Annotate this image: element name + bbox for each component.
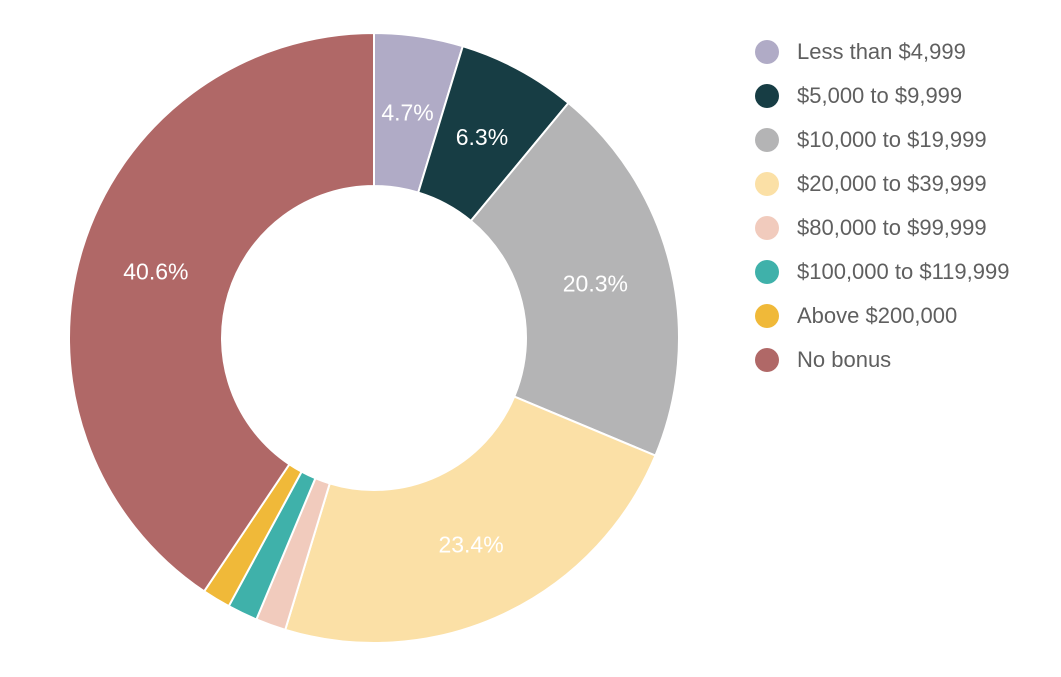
chart-legend: Less than $4,999 $5,000 to $9,999 $10,000 … <box>755 30 1009 382</box>
legend-item-above-200-000: Above $200,000 <box>755 294 1009 338</box>
legend-label: $5,000 to $9,999 <box>797 83 963 108</box>
legend-swatch <box>755 304 779 328</box>
slice-value-label: 23.4% <box>438 531 503 557</box>
legend-label: $80,000 to $99,999 <box>797 215 987 240</box>
legend-label: No bonus <box>797 347 892 372</box>
legend-swatch <box>755 348 779 372</box>
legend-swatch <box>755 172 779 196</box>
slice-value-label: 20.3% <box>563 270 628 296</box>
legend-item-100-000-to-119-999: $100,000 to $119,999 <box>755 250 1009 294</box>
legend-label: Less than $4,999 <box>797 39 966 64</box>
legend-item-80-000-to-99-999: $80,000 to $99,999 <box>755 206 1009 250</box>
legend-item-less-than-4-999: Less than $4,999 <box>755 30 1009 74</box>
legend-label: Above $200,000 <box>797 303 958 328</box>
slice-value-label: 4.7% <box>381 99 433 125</box>
legend-swatch <box>755 128 779 152</box>
donut-chart: 4.7% 6.3% 20.3% 23.4% 40.6% <box>68 31 680 644</box>
slice-10-000-to-19-999 <box>469 101 680 457</box>
legend-item-20-000-to-39-999: $20,000 to $39,999 <box>755 162 1009 206</box>
legend-label: $100,000 to $119,999 <box>797 259 1010 284</box>
legend-swatch <box>755 40 779 64</box>
slice-value-label: 40.6% <box>123 259 188 285</box>
slice-20-000-to-39-999 <box>283 395 657 644</box>
legend-swatch <box>755 216 779 240</box>
legend-swatch <box>755 260 779 284</box>
legend-swatch <box>755 84 779 108</box>
legend-label: $20,000 to $39,999 <box>797 171 987 196</box>
legend-item-10-000-to-19-999: $10,000 to $19,999 <box>755 118 1009 162</box>
legend-item-5-000-to-9-999: $5,000 to $9,999 <box>755 74 1009 118</box>
legend-item-no-bonus: No bonus <box>755 338 1009 382</box>
slice-no-bonus <box>68 31 375 593</box>
slice-value-label: 6.3% <box>456 124 508 150</box>
legend-label: $10,000 to $19,999 <box>797 127 987 152</box>
